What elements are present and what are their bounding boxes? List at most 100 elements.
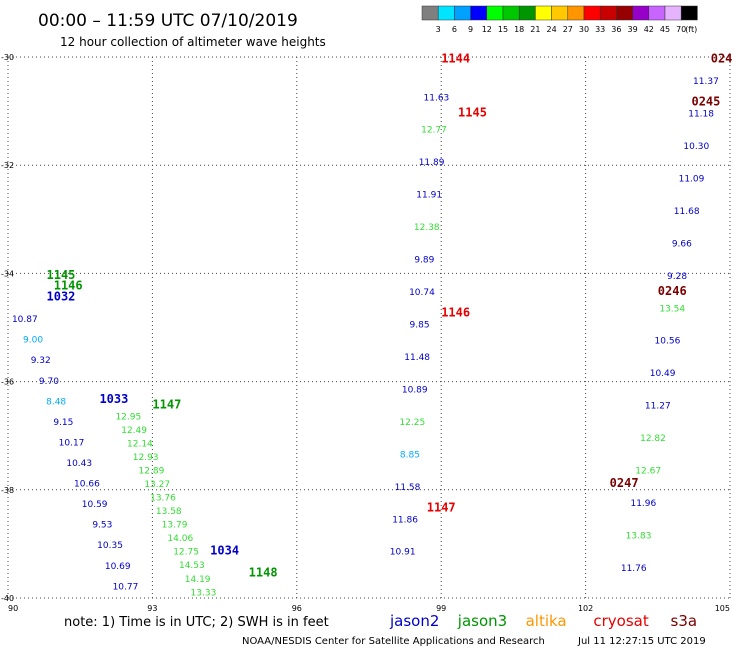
swh-value: 11.68 bbox=[674, 207, 700, 217]
swh-value: 11.76 bbox=[621, 564, 647, 574]
swh-value: 9.85 bbox=[410, 321, 430, 331]
x-tick-label: 99 bbox=[436, 604, 446, 613]
swh-value: 12.14 bbox=[127, 440, 153, 450]
swh-value: 8.48 bbox=[46, 397, 66, 407]
swh-value: 11.48 bbox=[404, 353, 430, 363]
swh-value: 11.89 bbox=[419, 158, 445, 168]
swh-value: 14.53 bbox=[179, 561, 205, 571]
swh-value: 14.06 bbox=[167, 534, 193, 544]
swh-value: 10.43 bbox=[66, 459, 92, 469]
scale-swatch bbox=[632, 5, 650, 21]
swh-value: 13.76 bbox=[150, 494, 176, 504]
swh-value: 12.82 bbox=[640, 434, 666, 444]
scale-label: 42 bbox=[644, 25, 654, 34]
scale-swatch bbox=[664, 5, 682, 21]
time-label: 1034 bbox=[210, 544, 239, 558]
swh-value: 12.25 bbox=[399, 418, 425, 428]
swh-value: 10.89 bbox=[402, 385, 428, 395]
scale-swatch bbox=[583, 5, 601, 21]
scale-swatch bbox=[551, 5, 569, 21]
swh-value: 12.38 bbox=[414, 223, 440, 233]
scale-swatch bbox=[648, 5, 666, 21]
swh-value: 9.66 bbox=[672, 239, 692, 249]
swh-value: 11.58 bbox=[395, 483, 421, 493]
swh-value: 12.67 bbox=[635, 467, 661, 477]
swh-value: 10.30 bbox=[683, 142, 709, 152]
scale-swatch bbox=[421, 5, 439, 21]
time-label: 0247 bbox=[610, 476, 639, 490]
swh-value: 11.86 bbox=[392, 515, 418, 525]
chart-title: 00:00 – 11:59 UTC 07/10/2019 bbox=[38, 11, 298, 31]
y-tick-label: -32 bbox=[1, 161, 14, 170]
scale-label: 30 bbox=[579, 25, 589, 34]
time-label: 1145 bbox=[458, 106, 487, 120]
swh-value: 13.58 bbox=[156, 507, 182, 517]
y-tick-label: -36 bbox=[1, 378, 14, 387]
swh-value: 10.56 bbox=[655, 337, 681, 347]
x-tick-label: 93 bbox=[147, 604, 157, 613]
scale-swatch bbox=[470, 5, 488, 21]
swh-value: 9.28 bbox=[667, 272, 687, 282]
time-label: 1147 bbox=[427, 500, 456, 514]
swh-value: 11.09 bbox=[679, 174, 705, 184]
swh-value: 10.87 bbox=[12, 315, 38, 325]
scale-label: 12 bbox=[482, 25, 492, 34]
scale-swatch bbox=[518, 5, 536, 21]
swh-value: 10.59 bbox=[82, 500, 108, 510]
scale-swatch bbox=[437, 5, 455, 21]
x-tick-label: 96 bbox=[292, 604, 302, 613]
satellite-legend: jason2 jason3 altika cryosat s3a bbox=[389, 612, 697, 630]
swh-value: 11.27 bbox=[645, 402, 671, 412]
swh-value: 14.19 bbox=[185, 575, 211, 585]
time-label: 1146 bbox=[54, 279, 83, 293]
swh-value: 11.91 bbox=[416, 191, 442, 201]
swh-value: 11.18 bbox=[688, 110, 714, 120]
x-tick-label: 102 bbox=[578, 604, 593, 613]
color-scale: 3 6 9 12 15 18 21 24 27 30 33 36 39 42 45 70(ft) bbox=[421, 5, 698, 34]
swh-value: 10.77 bbox=[113, 582, 139, 592]
y-tick-label: -38 bbox=[1, 486, 14, 495]
y-tick-label: -40 bbox=[1, 594, 14, 603]
time-label: 1144 bbox=[441, 51, 470, 65]
scale-label: 45 bbox=[660, 25, 670, 34]
legend-cryosat: cryosat bbox=[593, 612, 648, 630]
swh-value: 9.15 bbox=[53, 418, 73, 428]
swh-value: 10.17 bbox=[59, 438, 85, 448]
scale-swatch bbox=[454, 5, 471, 21]
scale-label: 9 bbox=[468, 25, 473, 34]
altimeter-tracks: 10.87 9.00 9.32 9.70 8.48 9.15 10.17 10.43 10.66… bbox=[12, 51, 732, 598]
swh-value: 12.77 bbox=[421, 126, 447, 136]
swh-value: 13.33 bbox=[191, 588, 217, 598]
scale-label: 70 bbox=[676, 25, 686, 34]
legend-jason2: jason2 bbox=[389, 612, 439, 630]
scale-label: 6 bbox=[452, 25, 457, 34]
scale-label: 15 bbox=[498, 25, 508, 34]
swh-value: 12.93 bbox=[133, 453, 159, 463]
axis-ticks: 90 93 96 99 102 105 -30 -32 -34 -36 -38 -40 bbox=[1, 53, 730, 613]
time-label: 0246 bbox=[658, 284, 687, 298]
x-tick-label: 90 bbox=[8, 604, 18, 613]
time-label: 024 bbox=[711, 51, 733, 65]
track-s3a: 11.37 11.18 10.30 11.09 11.68 9.66 9.28 13.54 10… bbox=[610, 51, 733, 574]
swh-value: 11.96 bbox=[630, 499, 656, 509]
swh-value: 10.69 bbox=[105, 562, 131, 572]
chart-subtitle: 12 hour collection of altimeter wave hei… bbox=[60, 35, 326, 49]
swh-value: 12.89 bbox=[139, 467, 165, 477]
swh-value: 8.85 bbox=[400, 450, 420, 460]
time-label: 1032 bbox=[47, 289, 76, 303]
scale-swatch bbox=[502, 5, 520, 21]
swh-value: 12.75 bbox=[173, 548, 199, 558]
swh-value: 9.53 bbox=[92, 521, 112, 531]
swh-value: 10.91 bbox=[390, 548, 416, 558]
time-label: 1147 bbox=[152, 398, 181, 412]
swh-value: 10.74 bbox=[409, 288, 435, 298]
legend-s3a: s3a bbox=[671, 612, 698, 630]
scale-label: 36 bbox=[611, 25, 621, 34]
footer-timestamp: Jul 11 12:27:15 UTC 2019 bbox=[577, 636, 706, 647]
y-tick-label: -34 bbox=[1, 269, 14, 278]
track-jason3: 12.95 12.49 12.14 12.93 12.89 13.27 13.76 13.58… bbox=[47, 268, 278, 598]
legend-altika: altika bbox=[526, 612, 567, 630]
swh-value: 10.49 bbox=[650, 369, 676, 379]
scale-label: 39 bbox=[628, 25, 638, 34]
